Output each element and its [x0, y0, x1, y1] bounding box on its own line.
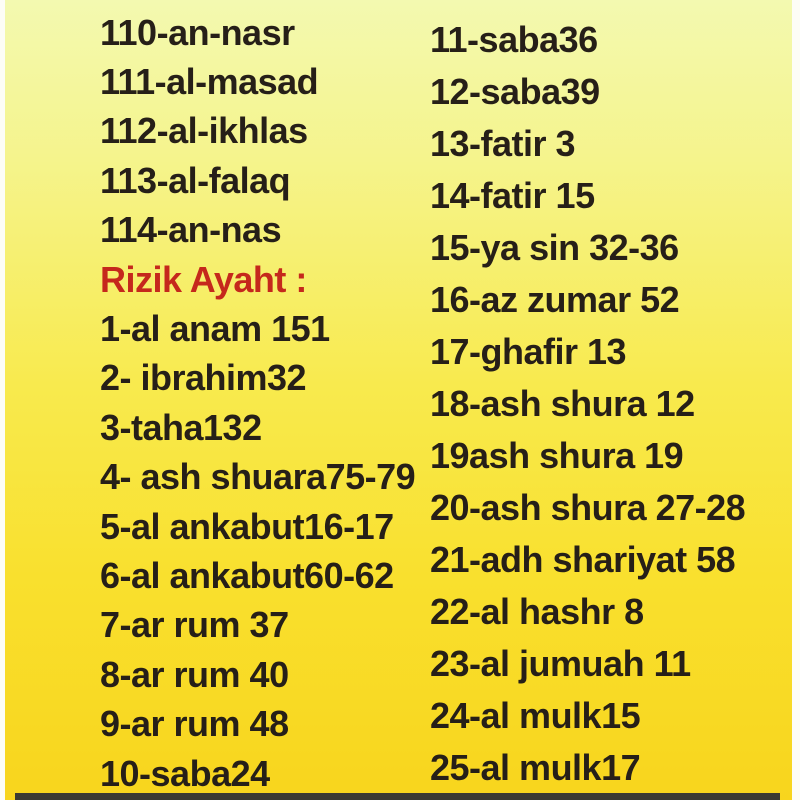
list-item: 4- ash shuara75-79	[100, 456, 416, 498]
list-item: 17-ghafir 13	[430, 331, 627, 372]
list-item: 7-ar rum 37	[100, 604, 289, 646]
list-item: 22-al hashr 8	[430, 591, 644, 632]
list-item: 14-fatir 15	[430, 175, 595, 216]
list-item: 13-fatir 3	[430, 123, 576, 164]
list-item: 5-al ankabut16-17	[100, 505, 394, 547]
right-column: 11-saba36 12-saba39 13-fatir 3 14-fatir …	[430, 0, 790, 794]
list-item: 24-al mulk15	[430, 695, 641, 736]
list-item: 15-ya sin 32-36	[430, 227, 679, 268]
list-item: 9-ar rum 48	[100, 703, 289, 745]
list-item: 2- ibrahim32	[100, 357, 307, 399]
list-item: 110-an-nasr	[100, 11, 295, 53]
list-item: 10-saba24	[100, 752, 270, 794]
list-item: 19ash shura 19	[430, 435, 684, 476]
list-item: 1-al anam 151	[100, 308, 330, 350]
list-item: 8-ar rum 40	[100, 653, 289, 695]
list-item: 18-ash shura 12	[430, 383, 695, 424]
list-item: 16-az zumar 52	[430, 279, 680, 320]
list-item: 112-al-ikhlas	[100, 110, 308, 152]
list-item: 111-al-masad	[100, 61, 319, 103]
gradient-background: 110-an-nasr 111-al-masad 112-al-ikhlas 1…	[5, 0, 792, 800]
bottom-crop-band	[15, 793, 780, 800]
left-column: 110-an-nasr 111-al-masad 112-al-ikhlas 1…	[100, 0, 445, 798]
list-item: 23-al jumuah 11	[430, 643, 691, 684]
list-item: 12-saba39	[430, 71, 600, 112]
list-item: 114-an-nas	[100, 209, 282, 251]
list-item: 25-al mulk17	[430, 747, 641, 788]
list-item: 113-al-falaq	[100, 159, 291, 201]
list-item: 21-adh shariyat 58	[430, 539, 736, 580]
list-item: 3-taha132	[100, 406, 262, 448]
list-item: 20-ash shura 27-28	[430, 487, 746, 528]
list-item: 11-saba36	[430, 19, 598, 60]
list-item: 6-al ankabut60-62	[100, 554, 394, 596]
section-heading: Rizik Ayaht :	[100, 258, 307, 300]
